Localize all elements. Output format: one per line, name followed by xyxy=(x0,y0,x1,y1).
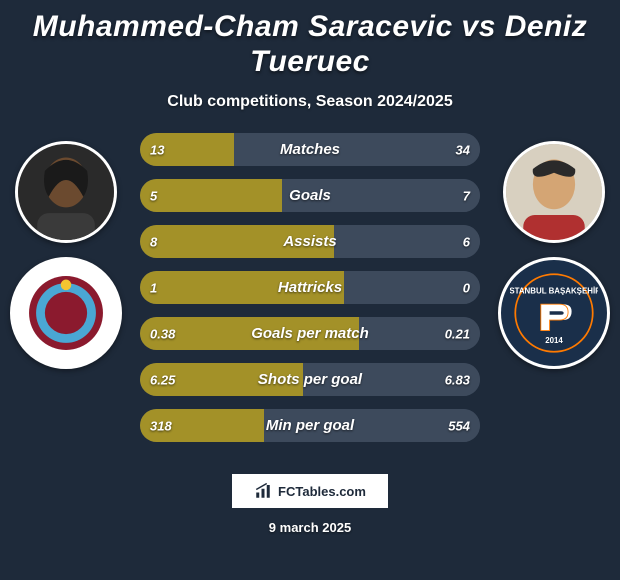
stat-value-right: 0.21 xyxy=(445,326,470,341)
stat-value-right: 7 xyxy=(463,188,470,203)
brand-label: FCTables.com xyxy=(278,484,366,499)
club-crest-icon: ISTANBUL BAŞAKŞEHİR 2014 xyxy=(510,269,598,357)
club-crest-icon xyxy=(22,269,110,357)
title-line-1: Muhammed-Cham Saracevic vs Deniz xyxy=(33,10,588,43)
page-title: Muhammed-Cham Saracevic vs Deniz Tueruec xyxy=(0,10,620,79)
stat-value-right: 6 xyxy=(463,234,470,249)
left-club-badge xyxy=(10,257,122,369)
stat-row: Goals per match0.380.21 xyxy=(140,317,480,350)
right-club-badge: ISTANBUL BAŞAKŞEHİR 2014 xyxy=(498,257,610,369)
stat-value-right: 6.83 xyxy=(445,372,470,387)
stat-row: Goals57 xyxy=(140,179,480,212)
main-comparison: Matches1334Goals57Assists86Hattricks10Go… xyxy=(0,133,620,442)
right-player-column: ISTANBUL BAŞAKŞEHİR 2014 xyxy=(494,133,614,369)
stat-bar-left xyxy=(140,271,344,304)
comparison-card: Muhammed-Cham Saracevic vs Deniz Tueruec… xyxy=(0,0,620,580)
stat-value-left: 1 xyxy=(150,280,157,295)
person-icon xyxy=(506,144,602,240)
stat-bars: Matches1334Goals57Assists86Hattricks10Go… xyxy=(140,133,480,442)
stat-bar-left xyxy=(140,179,282,212)
stat-bar-left xyxy=(140,225,334,258)
stat-value-left: 318 xyxy=(150,418,172,433)
stat-value-right: 0 xyxy=(463,280,470,295)
stat-value-left: 5 xyxy=(150,188,157,203)
stat-row: Assists86 xyxy=(140,225,480,258)
stat-value-right: 554 xyxy=(448,418,470,433)
stat-value-left: 0.38 xyxy=(150,326,175,341)
stat-value-left: 6.25 xyxy=(150,372,175,387)
stat-bar-right xyxy=(282,179,480,212)
svg-text:2014: 2014 xyxy=(545,336,563,345)
person-icon xyxy=(18,144,114,240)
subtitle: Club competitions, Season 2024/2025 xyxy=(0,93,620,111)
stat-row: Matches1334 xyxy=(140,133,480,166)
brand-badge: FCTables.com xyxy=(230,472,390,510)
footer-date: 9 march 2025 xyxy=(0,520,620,535)
stat-row: Shots per goal6.256.83 xyxy=(140,363,480,396)
stat-bar-right xyxy=(344,271,480,304)
left-player-column xyxy=(6,133,126,369)
stat-bar-right xyxy=(334,225,480,258)
stat-value-right: 34 xyxy=(456,142,470,157)
stat-bar-right xyxy=(234,133,480,166)
stat-row: Hattricks10 xyxy=(140,271,480,304)
chart-icon xyxy=(254,482,272,500)
title-line-2: Tueruec xyxy=(250,45,370,78)
stat-row: Min per goal318554 xyxy=(140,409,480,442)
stat-value-left: 8 xyxy=(150,234,157,249)
svg-text:ISTANBUL BAŞAKŞEHİR: ISTANBUL BAŞAKŞEHİR xyxy=(510,287,598,296)
left-player-avatar xyxy=(15,141,117,243)
stat-value-left: 13 xyxy=(150,142,164,157)
right-player-avatar xyxy=(503,141,605,243)
